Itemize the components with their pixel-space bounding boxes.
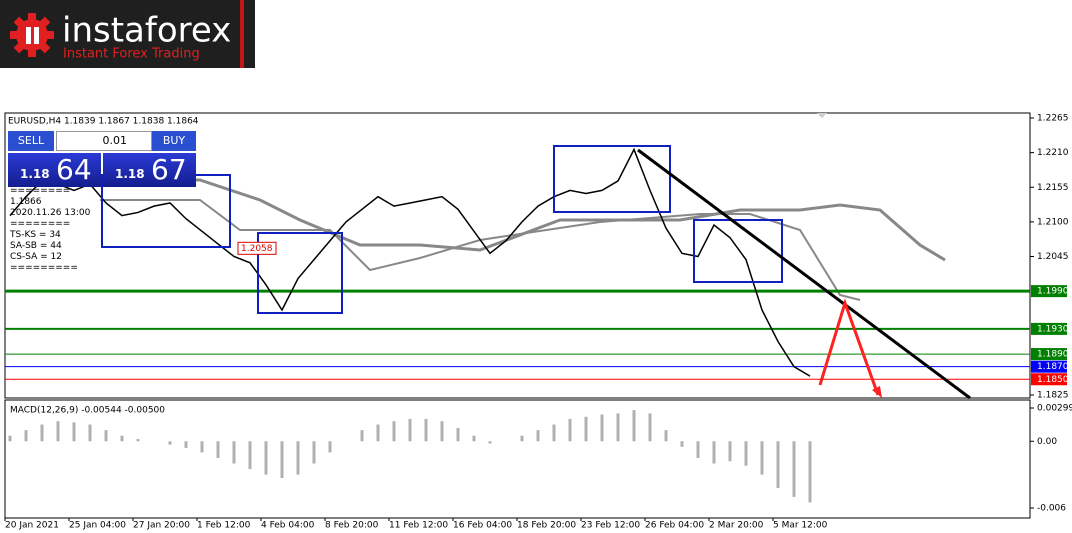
sell-button[interactable]: SELL bbox=[8, 131, 54, 151]
price-line bbox=[9, 147, 811, 377]
pattern-box bbox=[693, 219, 783, 283]
y-tick-label: 1.2210 bbox=[1037, 148, 1069, 158]
info-line: ========= bbox=[10, 263, 78, 273]
trade-panel: SELL 0.01 BUY 1.18 64 1.18 67 bbox=[8, 131, 196, 187]
info-line: SA-SB = 44 bbox=[10, 241, 62, 251]
info-line: CS-SA = 12 bbox=[10, 252, 62, 262]
arrow-head bbox=[872, 386, 882, 398]
x-tick-label: 16 Feb 04:00 bbox=[453, 521, 512, 531]
price-marker-label: 1.2058 bbox=[241, 244, 273, 254]
x-tick-label: 4 Feb 04:00 bbox=[261, 521, 315, 531]
x-tick-label: 1 Feb 12:00 bbox=[197, 521, 251, 531]
trend-line bbox=[637, 148, 971, 400]
x-tick-label: 11 Feb 12:00 bbox=[389, 521, 448, 531]
symbol-header: EURUSD,H4 1.1839 1.1867 1.1838 1.1864 bbox=[8, 117, 199, 127]
y-tick-label: 0.00299 bbox=[1037, 404, 1072, 414]
level-badge bbox=[1031, 285, 1067, 298]
cloud-line bbox=[100, 178, 946, 262]
x-tick-label: 23 Feb 12:00 bbox=[581, 521, 640, 531]
level-badge bbox=[1031, 360, 1067, 373]
sell-price-pips: 64 bbox=[56, 153, 92, 186]
buy-price-pips: 67 bbox=[151, 153, 187, 186]
x-tick-label: 18 Feb 20:00 bbox=[517, 521, 576, 531]
x-tick-label: 25 Jan 04:00 bbox=[69, 521, 126, 531]
lot-input[interactable]: 0.01 bbox=[56, 131, 152, 151]
logo: instaforex Instant Forex Trading bbox=[0, 0, 255, 68]
y-tick-label: 1.2155 bbox=[1037, 183, 1069, 193]
logo-name: instaforex bbox=[62, 11, 231, 51]
info-line: ======== bbox=[10, 219, 71, 229]
level-label: 1.1930 bbox=[1037, 324, 1069, 334]
buy-price-big: 1.18 bbox=[115, 167, 145, 181]
logo-art: instaforex Instant Forex Trading bbox=[10, 0, 244, 68]
buy-price[interactable]: 1.18 67 bbox=[103, 153, 196, 187]
level-badge bbox=[1031, 348, 1067, 361]
y-tick-label: -0.006 bbox=[1037, 504, 1066, 514]
x-tick-label: 2 Mar 20:00 bbox=[709, 521, 764, 531]
level-label: 1.1990 bbox=[1037, 287, 1069, 297]
info-line: TS-KS = 34 bbox=[10, 230, 61, 240]
sell-price-big: 1.18 bbox=[20, 167, 50, 181]
info-line: 1.1866 bbox=[10, 197, 42, 207]
level-badge bbox=[1031, 373, 1067, 386]
buy-button[interactable]: BUY bbox=[152, 131, 196, 151]
logo-tagline: Instant Forex Trading bbox=[63, 47, 200, 62]
y-tick-label: 1.2045 bbox=[1037, 252, 1069, 262]
info-line: ======== bbox=[10, 186, 71, 196]
pattern-box bbox=[553, 145, 671, 213]
level-label: 1.1850 bbox=[1037, 375, 1069, 385]
x-tick-label: 8 Feb 20:00 bbox=[325, 521, 379, 531]
level-label: 1.1870 bbox=[1037, 362, 1069, 372]
macd-title: MACD(12,26,9) -0.00544 -0.00500 bbox=[10, 406, 165, 416]
y-tick-label: 1.2265 bbox=[1037, 114, 1069, 124]
price-marker bbox=[237, 241, 277, 255]
ichimoku-info: ======== 1.1866 2020.11.26 13:00 ======== TS… bbox=[10, 186, 90, 274]
level-label: 1.1890 bbox=[1037, 350, 1069, 360]
x-tick-label: 26 Feb 04:00 bbox=[645, 521, 704, 531]
pattern-box bbox=[257, 232, 343, 314]
forecast-arrow bbox=[818, 298, 880, 396]
y-tick-label: 1.2100 bbox=[1037, 217, 1069, 227]
y-tick-label: 1.1825 bbox=[1037, 391, 1069, 401]
y-tick-label: 0.00 bbox=[1037, 437, 1057, 447]
x-tick-label: 20 Jan 2021 bbox=[5, 521, 59, 531]
x-tick-label: 27 Jan 20:00 bbox=[133, 521, 190, 531]
level-badge bbox=[1031, 322, 1067, 335]
sell-price[interactable]: 1.18 64 bbox=[8, 153, 101, 187]
x-tick-label: 5 Mar 12:00 bbox=[773, 521, 828, 531]
info-line: 2020.11.26 13:00 bbox=[10, 208, 91, 218]
